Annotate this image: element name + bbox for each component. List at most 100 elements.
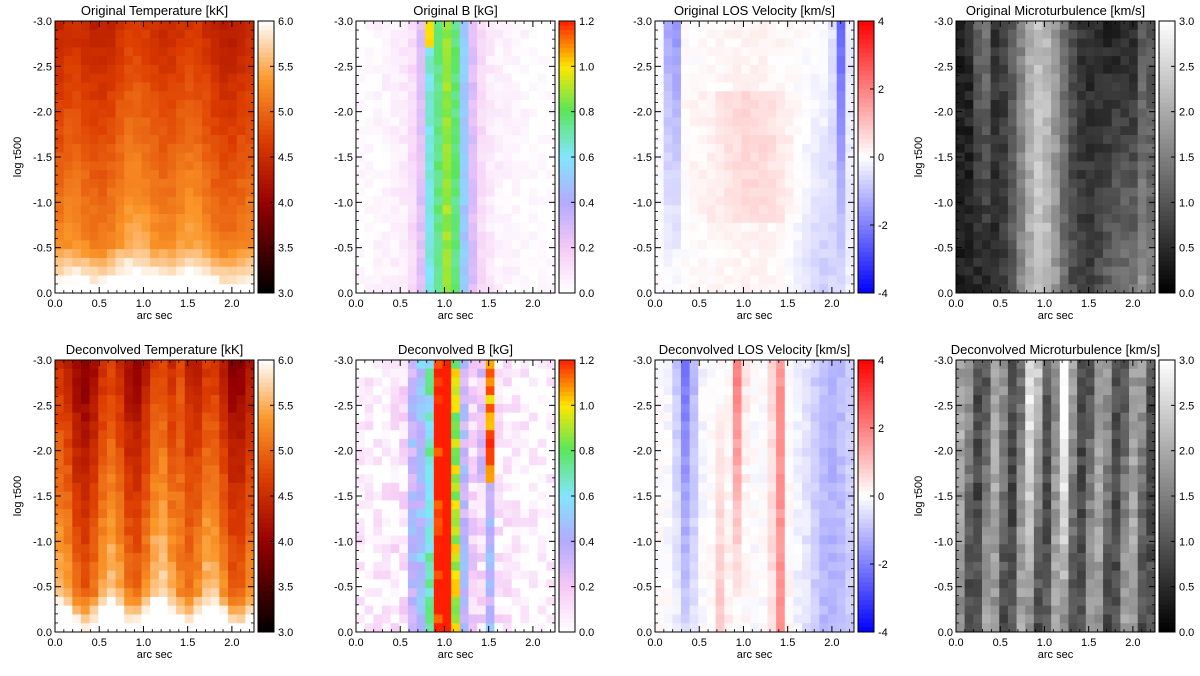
heatmap-cell [150,232,159,241]
heatmap-cell [124,588,133,597]
heatmap-cell [90,170,99,179]
heatmap-cell [1112,47,1121,56]
heatmap-cell [698,275,707,284]
heatmap-cell [742,30,751,39]
heatmap-cell [219,214,228,223]
heatmap-cell [742,240,751,249]
heatmap-cell [434,65,443,74]
heatmap-cell [90,430,99,439]
heatmap-cell [425,65,434,74]
heatmap-cell [356,430,365,439]
heatmap-cell [90,91,99,100]
heatmap-cell [1034,196,1043,205]
heatmap-cell [494,144,503,153]
heatmap-cell [956,21,965,30]
heatmap-cell [707,196,716,205]
heatmap-cell [382,571,391,580]
heatmap-cell [425,606,434,615]
heatmap-cell [742,214,751,223]
heatmap-cell [819,21,828,30]
heatmap-cell [451,527,460,536]
heatmap-cell [167,360,176,369]
heatmap-cell [142,21,151,30]
heatmap-cell [538,30,547,39]
heatmap-cell [1146,232,1155,241]
heatmap-cell [529,56,538,65]
heatmap-cell [742,135,751,144]
heatmap-cell [185,144,194,153]
heatmap-cell [417,118,426,127]
heatmap-cell [356,614,365,623]
heatmap-cell [759,214,768,223]
heatmap-cell [742,249,751,258]
heatmap-cell [1112,205,1121,214]
heatmap-cell [365,439,374,448]
heatmap-cell [742,100,751,109]
heatmap-cell [64,56,73,65]
heatmap-cell [219,509,228,518]
heatmap-cell [228,30,237,39]
colorbar-step [258,514,274,519]
heatmap-cell [81,360,90,369]
heatmap-cell [237,421,246,430]
heatmap-cell [90,404,99,413]
heatmap-cell [365,21,374,30]
heatmap-cell [468,74,477,83]
heatmap-cell [512,39,521,48]
colorbar-tick-label: 1.2 [579,16,594,28]
heatmap-cell [133,588,142,597]
heatmap-cell [1086,109,1095,118]
heatmap-cell [443,65,452,74]
heatmap-cell [219,553,228,562]
heatmap-cell [107,275,116,284]
colorbar-step [258,71,274,76]
heatmap-cell [494,284,503,293]
colorbar-step [559,66,575,71]
heatmap-cell [185,100,194,109]
heatmap-cell [733,39,742,48]
heatmap-cell [150,430,159,439]
heatmap-cell [451,474,460,483]
heatmap-cell [750,82,759,91]
heatmap-cell [211,421,220,430]
heatmap-cell [520,47,529,56]
heatmap-cell [690,223,699,232]
heatmap-cell [1077,205,1086,214]
heatmap-cell [90,126,99,135]
heatmap-cell [116,606,125,615]
heatmap-cell [90,474,99,483]
heatmap-cell [973,196,982,205]
heatmap-cell [356,47,365,56]
heatmap-cell [460,395,469,404]
heatmap-cell [434,509,443,518]
heatmap-cell [1008,249,1017,258]
heatmap-cell [724,179,733,188]
heatmap-cell [202,614,211,623]
heatmap-cell [1025,135,1034,144]
heatmap-cell [55,275,64,284]
heatmap-cell [443,30,452,39]
heatmap-cell [759,74,768,83]
heatmap-cell [468,284,477,293]
heatmap-cell [116,386,125,395]
heatmap-cell [219,249,228,258]
heatmap-cell [150,223,159,232]
heatmap-cell [1094,179,1103,188]
heatmap-cell [150,258,159,267]
heatmap-cell [185,65,194,74]
heatmap-cell [529,161,538,170]
heatmap-cell [399,267,408,276]
heatmap-cell [425,214,434,223]
heatmap-cell [1120,284,1129,293]
heatmap-cell [219,439,228,448]
heatmap-cell [167,118,176,127]
heatmap-cell [150,474,159,483]
colorbar-step [258,573,274,578]
heatmap-cell [245,82,254,91]
heatmap-cell [133,74,142,83]
heatmap-cell [391,553,400,562]
panel-title: Original B [kG] [413,3,498,18]
colorbar-step [1159,193,1175,198]
heatmap-cell [417,205,426,214]
heatmap-cell [1043,39,1052,48]
